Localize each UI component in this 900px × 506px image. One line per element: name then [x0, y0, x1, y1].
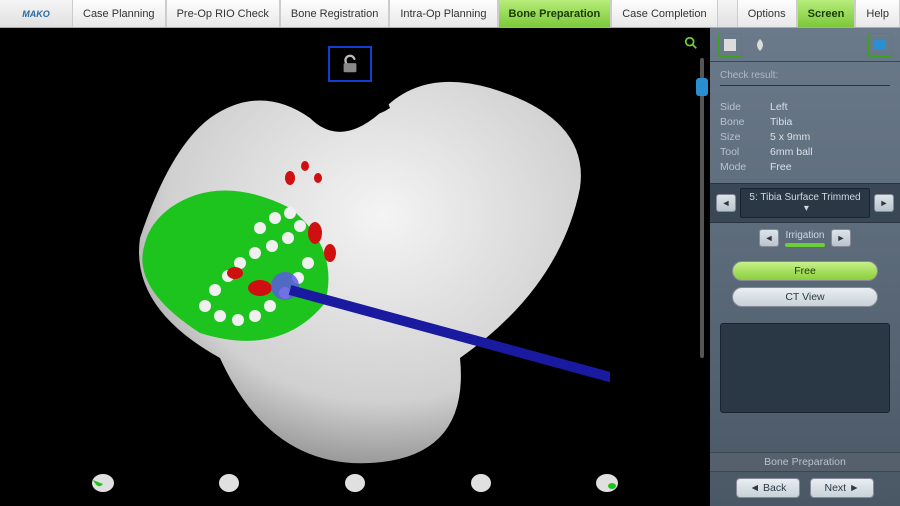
- footer-stage-title: Bone Preparation: [710, 452, 900, 472]
- selector-next-button[interactable]: ►: [874, 194, 894, 212]
- irrigation-level-bar: [785, 243, 825, 247]
- preview-box: [720, 323, 890, 413]
- view-mode-icon-2[interactable]: [748, 33, 772, 57]
- lock-toggle[interactable]: [328, 46, 372, 82]
- side-panel: Check result: SideLeft BoneTibia Size5 x…: [710, 28, 900, 506]
- tab-preop-rio-check[interactable]: Pre-Op RIO Check: [166, 0, 280, 27]
- step-selector[interactable]: 5: Tibia Surface Trimmed ▾: [740, 188, 870, 218]
- info-value-side: Left: [770, 100, 788, 115]
- brand-logo: MAKO: [0, 0, 72, 27]
- info-key: Side: [720, 100, 770, 115]
- info-value-mode: Free: [770, 160, 792, 175]
- thumbnail-view[interactable]: [209, 466, 249, 500]
- mode-free-button[interactable]: Free: [732, 261, 878, 281]
- thumbnail-view[interactable]: [461, 466, 501, 500]
- info-key: Mode: [720, 160, 770, 175]
- slider-thumb[interactable]: [696, 78, 708, 96]
- info-value-tool: 6mm ball: [770, 145, 813, 160]
- bone-model: [90, 58, 610, 468]
- back-button[interactable]: ◄ Back: [736, 478, 800, 498]
- tab-options[interactable]: Options: [737, 0, 797, 27]
- check-result-label: Check result:: [720, 70, 890, 81]
- info-key: Bone: [720, 115, 770, 130]
- tab-screen[interactable]: Screen: [797, 0, 856, 27]
- info-value-size: 5 x 9mm: [770, 130, 810, 145]
- irrigation-increase-button[interactable]: ►: [831, 229, 851, 247]
- selector-prev-button[interactable]: ◄: [716, 194, 736, 212]
- irrigation-label: Irrigation: [786, 230, 825, 241]
- mode-ctview-button[interactable]: CT View: [732, 287, 878, 307]
- info-key: Tool: [720, 145, 770, 160]
- thumbnail-view[interactable]: [587, 466, 627, 500]
- viewport-3d[interactable]: [0, 28, 710, 506]
- thumbnail-view[interactable]: [335, 466, 375, 500]
- tab-intraop-planning[interactable]: Intra-Op Planning: [389, 0, 497, 27]
- tab-case-planning[interactable]: Case Planning: [72, 0, 166, 27]
- view-mode-icon-3[interactable]: [868, 33, 892, 57]
- info-key: Size: [720, 130, 770, 145]
- irrigation-decrease-button[interactable]: ◄: [759, 229, 779, 247]
- tab-case-completion[interactable]: Case Completion: [611, 0, 717, 27]
- unlock-icon: [339, 53, 361, 75]
- tab-help[interactable]: Help: [855, 0, 900, 27]
- search-icon[interactable]: [684, 36, 698, 53]
- tab-bone-preparation[interactable]: Bone Preparation: [498, 0, 612, 27]
- next-button[interactable]: Next ►: [810, 478, 874, 498]
- vertical-slider[interactable]: [700, 58, 704, 358]
- thumbnail-view[interactable]: [83, 466, 123, 500]
- thumbnail-strip: [0, 466, 710, 500]
- tab-bone-registration[interactable]: Bone Registration: [280, 0, 389, 27]
- info-value-bone: Tibia: [770, 115, 792, 130]
- view-mode-icon-1[interactable]: [718, 33, 742, 57]
- top-toolbar: MAKO Case Planning Pre-Op RIO Check Bone…: [0, 0, 900, 28]
